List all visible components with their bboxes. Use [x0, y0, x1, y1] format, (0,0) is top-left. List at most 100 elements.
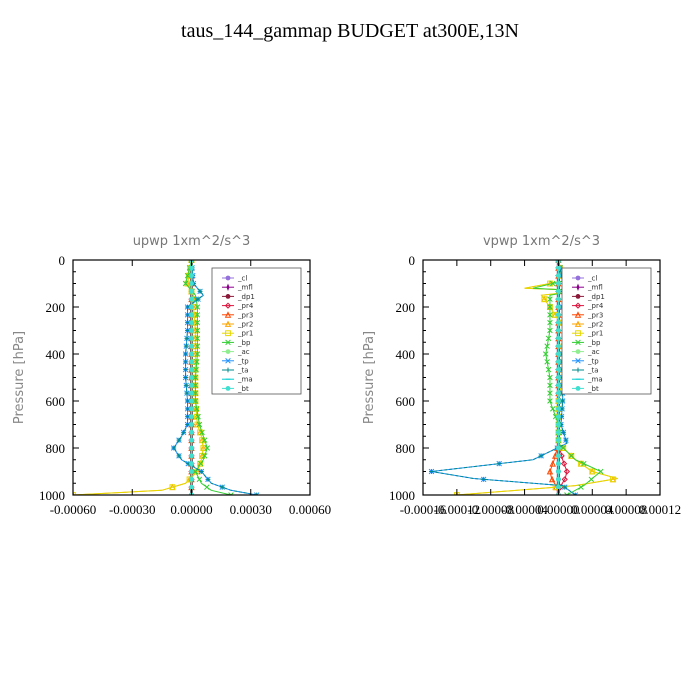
data-point: [547, 319, 553, 326]
data-point: [189, 320, 194, 326]
data-point: [201, 453, 208, 459]
data-point: [189, 304, 194, 310]
data-point: [189, 328, 194, 333]
data-point: [183, 351, 188, 357]
data-point: [556, 398, 561, 404]
data-point: [556, 281, 561, 286]
data-point: [189, 335, 194, 341]
series-bt: [556, 260, 561, 495]
data-point: [196, 421, 203, 428]
plot-area: [428, 260, 618, 495]
legend-item: _tp: [222, 357, 249, 365]
legend-item: _bt: [222, 385, 249, 393]
legend-label: _bt: [587, 385, 599, 393]
data-point: [189, 398, 194, 404]
data-point: [176, 437, 182, 443]
y-tick-label: 400: [396, 347, 416, 362]
data-point: [556, 382, 561, 388]
legend-item: _pr4: [222, 302, 254, 310]
legend-label: _bp: [237, 339, 251, 347]
data-point: [564, 492, 570, 495]
data-point: [547, 312, 553, 318]
data-point: [195, 413, 201, 420]
data-point: [563, 437, 569, 443]
data-point: [588, 476, 595, 483]
panel-title: upwp 1xm^2/s^3: [133, 234, 251, 249]
legend-item: _bp: [572, 339, 601, 347]
legend-label: _dp1: [237, 293, 255, 301]
data-point: [581, 460, 587, 467]
x-tick-label: -0.00004: [501, 502, 548, 517]
legend-marker: [225, 294, 231, 299]
data-point: [556, 414, 561, 420]
data-point: [192, 382, 199, 389]
data-point: [189, 453, 194, 459]
legend-marker: [575, 386, 581, 391]
data-point: [183, 343, 189, 349]
data-point: [183, 382, 189, 388]
data-point: [549, 460, 556, 467]
data-point: [568, 452, 575, 459]
data-point: [169, 484, 176, 491]
data-point: [194, 335, 201, 342]
data-point: [189, 375, 194, 380]
legend-item: _tp: [572, 357, 599, 365]
x-tick-label: 0.00008: [605, 502, 647, 517]
data-point: [184, 390, 190, 396]
figure-title: taus_144_gammap BUDGET at300E,13N: [181, 20, 519, 42]
data-point: [561, 476, 568, 483]
y-tick-label: 600: [396, 394, 416, 409]
data-point: [547, 390, 553, 396]
data-point: [192, 398, 199, 404]
data-point: [219, 484, 225, 490]
data-point: [546, 467, 554, 475]
data-point: [556, 320, 561, 326]
y-tick-label: 800: [46, 441, 66, 456]
legend-item: _ac: [572, 348, 600, 356]
legend-label: _tp: [237, 357, 249, 365]
x-tick-label: 0.00000: [537, 502, 579, 517]
x-tick-label: 0.00000: [170, 502, 212, 517]
data-point: [544, 359, 550, 365]
legend-marker: [575, 358, 581, 364]
data-point: [189, 343, 194, 349]
data-point: [560, 398, 566, 404]
y-tick-label: 600: [46, 394, 66, 409]
chart-panel-2: vpwp 1xm^2/s^3 Pressure [hPa] 0 200 400 600 80…: [362, 234, 681, 517]
legend-marker: [226, 283, 230, 291]
data-point: [192, 468, 199, 475]
data-point: [189, 476, 194, 482]
x-tick-label: 0.00004: [571, 502, 614, 517]
data-point: [550, 406, 556, 412]
legend-marker: [575, 367, 581, 373]
data-point: [194, 319, 201, 326]
legend-marker: [575, 275, 581, 281]
legend-label: _pr4: [237, 302, 254, 310]
legend-label: _bp: [587, 339, 601, 347]
data-point: [545, 366, 552, 373]
data-point: [496, 461, 502, 467]
legend-marker: [575, 349, 581, 354]
legend-marker: [576, 283, 580, 291]
series-line: [431, 260, 577, 495]
data-point: [189, 359, 194, 365]
data-point: [181, 429, 186, 435]
series-bt: [189, 260, 194, 495]
data-point: [547, 374, 553, 381]
legend-label: _pr2: [237, 321, 253, 329]
data-point: [556, 453, 561, 459]
data-point: [556, 476, 561, 482]
data-point: [560, 460, 568, 467]
legend: _cl_mfl_dp1_pr4_pr3_pr2_pr1_bp_ac_tp_ta_…: [561, 267, 652, 395]
data-point: [189, 281, 194, 286]
legend-marker: [225, 339, 231, 346]
y-axis-label: Pressure [hPa]: [12, 331, 27, 424]
data-point: [200, 445, 207, 451]
data-point: [550, 280, 556, 287]
legend-marker: [574, 320, 582, 327]
legend-item: _ma: [222, 376, 253, 384]
data-point: [192, 390, 199, 396]
legend-item: _ta: [572, 367, 599, 375]
legend-item: _pr1: [222, 330, 253, 338]
data-point: [189, 288, 194, 294]
